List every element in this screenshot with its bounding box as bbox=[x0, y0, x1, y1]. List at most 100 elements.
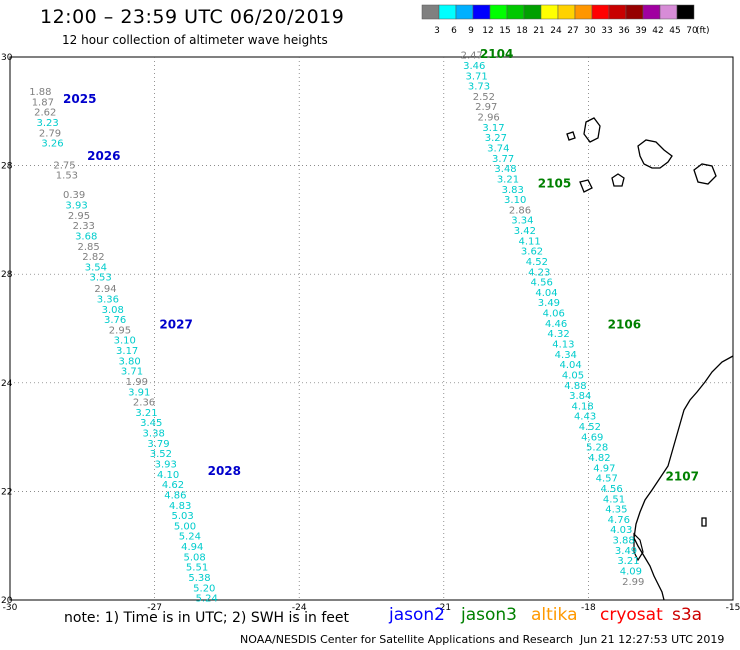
wave-height-reading: 3.23 bbox=[37, 118, 59, 129]
wave-height-reading: 2.99 bbox=[622, 577, 644, 588]
track-label: 2107 bbox=[666, 470, 699, 484]
track-label: 2105 bbox=[538, 176, 571, 190]
wave-height-reading: 4.03 bbox=[610, 525, 632, 536]
island-outline bbox=[579, 179, 593, 193]
wave-height-reading: 3.93 bbox=[65, 200, 87, 211]
wave-height-reading: 4.56 bbox=[600, 484, 622, 495]
wave-height-reading: 4.11 bbox=[519, 236, 541, 247]
wave-height-reading: 4.13 bbox=[552, 340, 574, 351]
wave-height-reading: 5.51 bbox=[186, 563, 208, 574]
page-subtitle: 12 hour collection of altimeter wave hei… bbox=[62, 33, 328, 47]
wave-height-reading: 4.69 bbox=[581, 432, 603, 443]
legend-label: 42 bbox=[652, 26, 663, 36]
wave-height-reading: 3.46 bbox=[463, 61, 485, 72]
track-label: 2027 bbox=[159, 318, 192, 332]
wave-height-reading: 4.97 bbox=[593, 463, 615, 474]
latitude-tick-label: 28 bbox=[1, 270, 13, 280]
legend-label: 45 bbox=[669, 26, 680, 36]
track-label: 2028 bbox=[208, 464, 241, 478]
wave-height-reading: 0.39 bbox=[63, 190, 85, 201]
latitude-tick-label: 24 bbox=[1, 379, 13, 389]
wave-height-reading: 3.10 bbox=[114, 336, 136, 347]
wave-height-reading: 3.77 bbox=[492, 154, 514, 165]
legend-label: 9 bbox=[468, 26, 474, 36]
wave-height-reading: 3.79 bbox=[147, 439, 169, 450]
wave-height-reading: 3.53 bbox=[90, 273, 112, 284]
longitude-tick-label: -21 bbox=[436, 603, 451, 613]
wave-height-reading: 1.99 bbox=[126, 377, 148, 388]
wave-height-reading: 2.95 bbox=[109, 325, 131, 336]
wave-height-reading: 4.35 bbox=[605, 505, 627, 516]
wave-height-reading: 4.46 bbox=[545, 319, 567, 330]
wave-height-reading: 4.62 bbox=[162, 480, 184, 491]
wave-height-reading: 3.80 bbox=[118, 356, 140, 367]
wave-height-reading: 2.47 bbox=[461, 51, 483, 62]
map-frame bbox=[9, 56, 734, 601]
wave-height-reading: 5.24 bbox=[196, 594, 218, 605]
legend-label: 24 bbox=[550, 26, 562, 36]
wave-height-reading: 4.04 bbox=[535, 288, 557, 299]
wave-height-reading: 4.23 bbox=[528, 267, 550, 278]
legend-label: 39 bbox=[635, 26, 647, 36]
wave-height-reading: 3.38 bbox=[143, 429, 165, 440]
wave-height-reading: 3.17 bbox=[116, 346, 138, 357]
wave-height-reading: 5.38 bbox=[188, 573, 210, 584]
wave-height-reading: 3.17 bbox=[482, 123, 504, 134]
legend-swatch bbox=[676, 4, 695, 20]
wave-height-reading: 4.86 bbox=[164, 490, 186, 501]
latitude-tick-label: 30 bbox=[1, 53, 13, 63]
wave-height-reading: 3.21 bbox=[497, 174, 519, 185]
coastal-peninsula bbox=[633, 532, 644, 562]
wave-height-reading: 2.82 bbox=[82, 252, 104, 263]
wave-height-reading: 3.45 bbox=[140, 418, 162, 429]
legend-label: 6 bbox=[451, 26, 457, 36]
footer-credit: NOAA/NESDIS Center for Satellite Applica… bbox=[240, 633, 574, 646]
wave-height-reading: 2.36 bbox=[133, 398, 155, 409]
wave-height-reading: 4.82 bbox=[588, 453, 610, 464]
wave-height-reading: 2.97 bbox=[475, 102, 497, 113]
longitude-tick-label: -15 bbox=[726, 603, 740, 613]
wave-height-reading: 1.87 bbox=[32, 97, 54, 108]
wave-height-reading: 4.04 bbox=[559, 360, 581, 371]
wave-height-reading: 4.05 bbox=[562, 370, 584, 381]
legend-label: 70 bbox=[686, 26, 698, 36]
wave-height-reading: 2.79 bbox=[39, 128, 61, 139]
african-coastline bbox=[633, 355, 734, 601]
latitude-tick-label: 22 bbox=[1, 487, 12, 497]
footer-timestamp: Jun 21 12:27:53 UTC 2019 bbox=[580, 633, 725, 646]
wave-height-reading: 4.76 bbox=[608, 515, 630, 526]
wave-height-reading: 4.56 bbox=[531, 278, 553, 289]
wave-height-reading: 3.93 bbox=[155, 460, 177, 471]
wave-height-reading: 4.94 bbox=[181, 542, 203, 553]
legend-label: 18 bbox=[516, 26, 528, 36]
legend-unit: (ft) bbox=[696, 26, 710, 36]
satellite-jason2: jason2 bbox=[389, 605, 445, 625]
track-label: 2106 bbox=[608, 318, 641, 332]
wave-height-reading: 3.08 bbox=[102, 305, 124, 316]
track-label: 2025 bbox=[63, 92, 96, 106]
wave-height-reading: 5.08 bbox=[184, 552, 206, 563]
wave-height-reading: 3.68 bbox=[75, 231, 97, 242]
wave-height-reading: 2.96 bbox=[478, 113, 500, 124]
wave-height-reading: 4.09 bbox=[620, 566, 642, 577]
legend-label: 33 bbox=[601, 26, 612, 36]
wave-height-reading: 2.52 bbox=[473, 92, 495, 103]
wave-height-reading: 2.95 bbox=[68, 211, 90, 222]
legend-label: 30 bbox=[584, 26, 596, 36]
wave-height-reading: 3.83 bbox=[502, 185, 524, 196]
wave-height-reading: 4.10 bbox=[157, 470, 179, 481]
island-outline bbox=[637, 139, 673, 169]
wave-height-reading: 5.20 bbox=[193, 583, 215, 594]
wave-height-reading: 3.49 bbox=[615, 546, 637, 557]
wave-height-reading: 4.43 bbox=[574, 412, 596, 423]
wave-height-reading: 3.84 bbox=[569, 391, 591, 402]
track-label: 2104 bbox=[480, 47, 513, 61]
wave-height-reading: 2.33 bbox=[73, 221, 95, 232]
island-outline bbox=[583, 117, 601, 143]
legend-label: 12 bbox=[482, 26, 493, 36]
wave-height-reading: 2.62 bbox=[34, 108, 56, 119]
wave-height-reading: 3.62 bbox=[521, 247, 543, 258]
longitude-tick-label: -18 bbox=[581, 603, 596, 613]
island-outline bbox=[611, 173, 625, 187]
